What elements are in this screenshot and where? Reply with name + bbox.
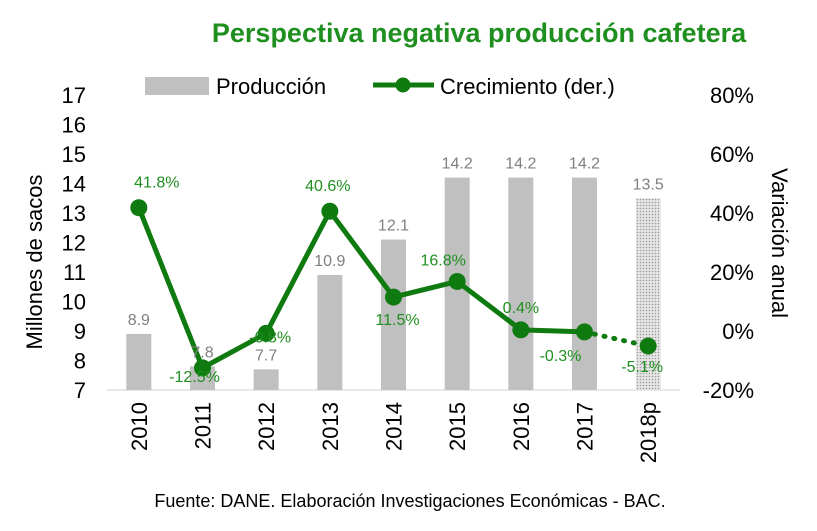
right-tick--20%: -20%	[703, 378, 754, 403]
right-axis-label: Variación anual	[767, 168, 792, 318]
right-tick-0%: 0%	[722, 319, 754, 344]
x-tick-2016: 2016	[509, 402, 534, 451]
growth-value-label-2010: 41.8%	[134, 175, 179, 192]
left-tick-13: 13	[62, 201, 86, 226]
bar-2012	[253, 369, 279, 390]
source-note: Fuente: DANE. Elaboración Investigacione…	[154, 491, 665, 511]
right-tick-80%: 80%	[710, 83, 754, 108]
right-tick-60%: 60%	[710, 142, 754, 167]
x-axis-ticks: 2010 2011 2012 2013 2014 2015 2016 2017 2018p	[127, 402, 661, 463]
x-tick-2015: 2015	[445, 402, 470, 451]
left-tick-14: 14	[62, 172, 86, 197]
growth-value-label-2011: -12.5%	[169, 369, 220, 386]
growth-value-label-2015: 16.8%	[420, 252, 465, 269]
bar-labels-group: 8.9 7.8 7.7 10.9 12.1 14.2 14.2 14.2 13.5	[128, 156, 664, 365]
bar-value-label-2014: 12.1	[378, 218, 409, 235]
line-group	[130, 199, 657, 377]
growth-value-label-2016: 0.4%	[503, 300, 539, 317]
bar-value-label-2016: 14.2	[505, 156, 536, 173]
bar-2018p	[635, 198, 661, 390]
bar-2016	[508, 177, 534, 390]
growth-marker-2014	[385, 288, 402, 306]
left-axis-ticks: 7 8 9 10 11 12 13 14 15 16 17	[62, 83, 86, 403]
x-tick-2018p: 2018p	[636, 402, 661, 463]
legend: Producción Crecimiento (der.)	[145, 74, 615, 99]
growth-value-label-2012: -0.8%	[249, 329, 291, 346]
growth-value-label-2018p: -5.1%	[621, 359, 663, 376]
growth-marker-2010	[130, 199, 148, 217]
x-tick-2011: 2011	[191, 402, 216, 449]
bar-value-label-2018p: 13.5	[633, 176, 664, 193]
left-tick-9: 9	[74, 319, 86, 344]
bar-2017	[572, 177, 597, 390]
right-axis-ticks: -20% 0% 20% 40% 60% 80%	[703, 83, 754, 403]
bar-2014	[381, 239, 406, 390]
left-tick-8: 8	[74, 349, 86, 374]
legend-marker-crecimiento	[395, 77, 411, 93]
bar-2010	[126, 333, 152, 390]
x-tick-2017: 2017	[573, 402, 598, 451]
bar-value-label-2011: 7.8	[191, 344, 213, 361]
growth-marker-2018p	[639, 337, 657, 355]
left-axis-label: Millones de sacos	[22, 175, 47, 350]
left-tick-12: 12	[62, 231, 86, 256]
right-tick-20%: 20%	[710, 260, 754, 285]
plot-area: 8.9 7.8 7.7 10.9 12.1 14.2 14.2 14.2 13.5 41.8% -…	[107, 156, 680, 391]
bar-value-label-2012: 7.7	[255, 347, 277, 364]
x-tick-2012: 2012	[254, 402, 279, 451]
bar-value-label-2010: 8.9	[128, 312, 150, 329]
x-tick-2013: 2013	[318, 402, 343, 451]
legend-swatch-produccion	[145, 77, 209, 95]
bar-2013	[317, 274, 343, 390]
growth-marker-2012	[257, 324, 275, 342]
growth-marker-2015	[448, 272, 466, 290]
bar-value-label-2015: 14.2	[442, 156, 473, 173]
growth-value-label-2017: -0.3%	[540, 348, 582, 365]
growth-value-label-2014: 11.5%	[375, 312, 419, 329]
x-tick-2014: 2014	[382, 402, 407, 451]
legend-label-produccion: Producción	[216, 74, 326, 99]
growth-marker-2013	[321, 202, 339, 220]
bars-group	[126, 177, 661, 390]
line-labels-group: 41.8% -12.5% -0.8% 40.6% 11.5% 16.8% 0.4% -0.3%…	[134, 175, 663, 386]
left-tick-15: 15	[62, 142, 86, 167]
bar-value-label-2013: 10.9	[314, 253, 345, 270]
x-tick-2010: 2010	[127, 402, 152, 451]
right-tick-40%: 40%	[710, 201, 754, 226]
left-tick-7: 7	[74, 378, 86, 403]
left-tick-17: 17	[62, 83, 86, 108]
growth-value-label-2013: 40.6%	[305, 178, 350, 195]
chart-title: Perspectiva negativa producción cafetera	[212, 18, 747, 48]
left-tick-11: 11	[63, 260, 86, 285]
bar-value-label-2017: 14.2	[569, 156, 600, 173]
growth-marker-2016	[512, 321, 530, 339]
left-tick-10: 10	[62, 290, 86, 315]
growth-line-projected	[582, 329, 651, 349]
growth-marker-2017	[576, 323, 593, 341]
left-tick-16: 16	[62, 113, 86, 138]
growth-marker-2011	[194, 359, 211, 377]
growth-line	[136, 206, 585, 371]
legend-label-crecimiento: Crecimiento (der.)	[440, 74, 615, 99]
